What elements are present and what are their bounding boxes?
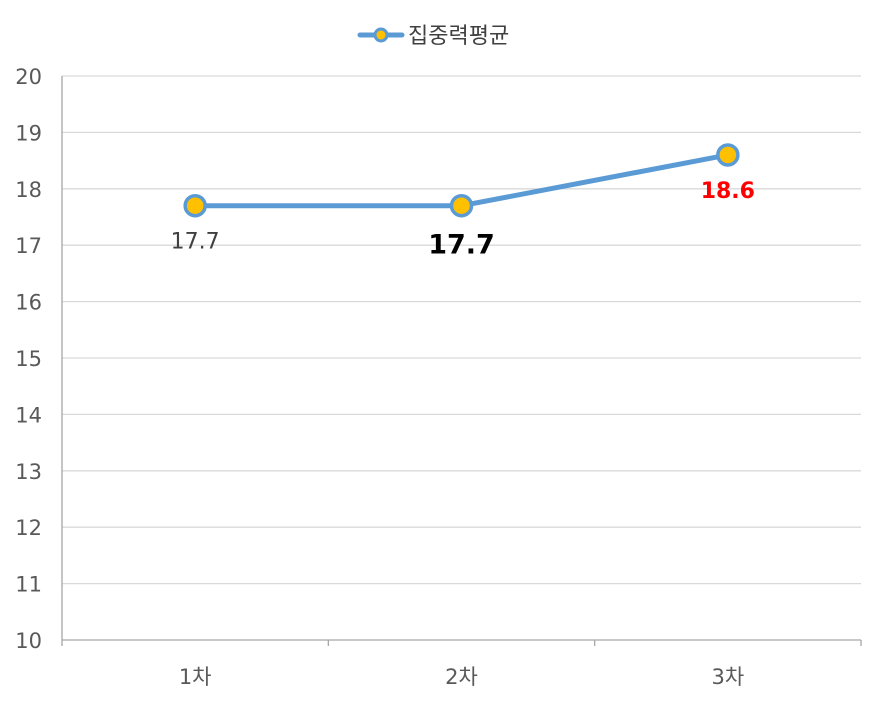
- x-axis: 1차 2차 3차: [61, 639, 862, 689]
- data-label: 18.6: [701, 179, 755, 204]
- data-point: [716, 143, 740, 167]
- legend-series-marker: [373, 27, 389, 43]
- gridlines: [62, 75, 861, 585]
- x-tick-label: 1차: [179, 665, 212, 689]
- data-point: [449, 193, 474, 218]
- legend: 집중력평균: [357, 24, 509, 49]
- data-labels: 17.7 17.7 18.6: [171, 179, 755, 261]
- data-label: 17.7: [428, 230, 495, 261]
- data-point: [183, 193, 207, 218]
- y-axis: 10 11 12 13 14 15 16 17 18 19 20: [15, 65, 63, 653]
- y-tick-label: 10: [15, 629, 42, 653]
- y-tick-label: 17: [15, 234, 42, 258]
- y-tick-label: 20: [15, 65, 42, 89]
- x-tick-label: 2차: [445, 665, 478, 689]
- y-tick-label: 14: [15, 403, 42, 427]
- y-tick-label: 12: [15, 516, 42, 540]
- x-tick-label: 3차: [711, 665, 744, 689]
- y-tick-label: 15: [15, 347, 42, 371]
- data-label: 17.7: [171, 230, 220, 255]
- legend-series-label: 집중력평균: [408, 24, 509, 49]
- y-tick-label: 19: [15, 121, 42, 145]
- series: [183, 143, 740, 218]
- y-tick-label: 18: [15, 178, 42, 202]
- y-tick-label: 13: [15, 460, 42, 484]
- y-tick-label: 16: [15, 291, 42, 315]
- y-tick-label: 11: [15, 573, 42, 597]
